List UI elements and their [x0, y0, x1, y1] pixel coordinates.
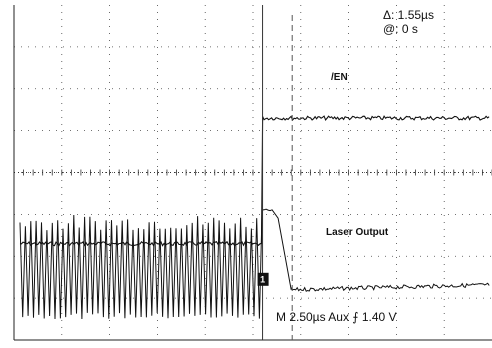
ground-marker-label: 1 — [260, 274, 265, 284]
en-trace — [19, 115, 490, 247]
cursor-delta-readout: Δ: 1.55µs — [383, 8, 434, 22]
scope-status-readout: M 2.50µs Aux ⨍ 1.40 V — [276, 310, 397, 324]
en-trace-label: /EN — [331, 72, 348, 83]
ground-marker-box — [257, 272, 269, 286]
laser-output-trace — [19, 208, 490, 320]
laser-output-label: Laser Output — [326, 227, 389, 238]
graticule — [13, 5, 492, 341]
cursor-position-readout: @: 0 s — [383, 22, 418, 36]
waveform-traces — [19, 115, 490, 320]
